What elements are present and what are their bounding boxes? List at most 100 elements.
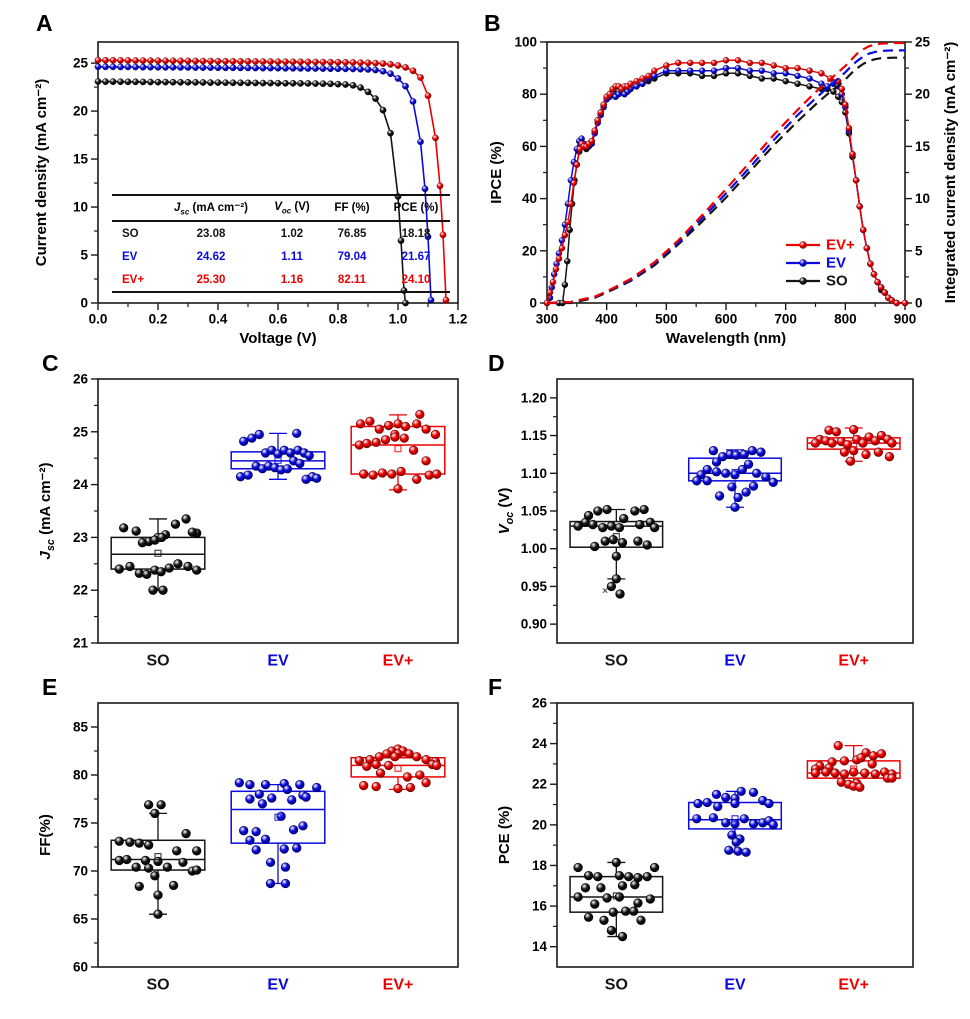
panel-e-label: E xyxy=(42,674,58,700)
svg-text:80: 80 xyxy=(73,768,88,783)
svg-text:0: 0 xyxy=(529,296,537,311)
svg-text:1.2: 1.2 xyxy=(449,312,468,327)
svg-text:Current density (mA cm⁻²): Current density (mA cm⁻²) xyxy=(33,79,50,266)
jv-table-header-pce: PCE (%) xyxy=(393,202,439,214)
svg-text:EV: EV xyxy=(724,652,746,669)
jv-table-header-row: Jsc (mA cm⁻²) Voc (V) FF (%) PCE (%) xyxy=(112,196,450,222)
svg-text:300: 300 xyxy=(536,312,559,327)
svg-text:1.0: 1.0 xyxy=(389,312,408,327)
svg-text:5: 5 xyxy=(80,248,88,263)
panel-b-label: B xyxy=(484,10,501,36)
svg-text:×: × xyxy=(602,586,608,597)
svg-text:EV+: EV+ xyxy=(838,652,869,669)
svg-text:20: 20 xyxy=(915,87,930,102)
svg-text:400: 400 xyxy=(595,312,618,327)
svg-text:EV+: EV+ xyxy=(838,976,869,993)
svg-text:60: 60 xyxy=(73,960,88,975)
jv-table-row-evplus: EV+ 25.30 1.16 82.11 24.10 xyxy=(122,273,431,286)
svg-text:26: 26 xyxy=(73,372,89,387)
panel-c-label: C xyxy=(42,350,59,376)
svg-text:10: 10 xyxy=(915,191,930,206)
svg-text:SO: SO xyxy=(146,652,169,669)
svg-text:25: 25 xyxy=(73,56,89,71)
svg-text:SO: SO xyxy=(605,976,628,993)
svg-text:EV+: EV+ xyxy=(383,976,414,993)
jv-table-header-voc: Voc (V) xyxy=(274,200,310,216)
svg-text:Jsc (mA cm⁻²): Jsc (mA cm⁻²) xyxy=(37,463,57,560)
svg-text:24: 24 xyxy=(73,477,89,492)
svg-text:26: 26 xyxy=(532,696,548,711)
panel-f-label: F xyxy=(488,674,503,700)
svg-text:IPCE (%): IPCE (%) xyxy=(488,141,505,204)
svg-text:1.05: 1.05 xyxy=(521,504,548,519)
svg-text:800: 800 xyxy=(834,312,857,327)
svg-text:0.95: 0.95 xyxy=(521,579,548,594)
svg-text:0.0: 0.0 xyxy=(89,312,108,327)
svg-text:25: 25 xyxy=(73,424,89,439)
svg-text:25: 25 xyxy=(915,35,931,50)
jv-table-row-ev: EV 24.62 1.11 79.04 21.67 xyxy=(122,250,431,263)
svg-text:20: 20 xyxy=(532,817,547,832)
svg-text:85: 85 xyxy=(73,720,89,735)
svg-text:EV: EV xyxy=(267,976,289,993)
svg-text:22: 22 xyxy=(532,777,547,792)
svg-text:10: 10 xyxy=(73,200,88,215)
svg-text:PCE (%): PCE (%) xyxy=(496,806,513,864)
panel-a-label: A xyxy=(36,10,53,36)
svg-text:0.2: 0.2 xyxy=(149,312,168,327)
svg-text:23: 23 xyxy=(73,530,89,545)
svg-text:SO: SO xyxy=(146,976,169,993)
svg-text:0: 0 xyxy=(915,296,923,311)
svg-text:20: 20 xyxy=(73,104,88,119)
svg-text:0.8: 0.8 xyxy=(329,312,348,327)
svg-text:22: 22 xyxy=(73,583,88,598)
jv-parameters-table: Jsc (mA cm⁻²) Voc (V) FF (%) PCE (%) SO … xyxy=(112,194,450,293)
jv-table-header-jsc: Jsc (mA cm⁻²) xyxy=(174,201,248,217)
svg-text:1.20: 1.20 xyxy=(521,390,547,405)
svg-text:100: 100 xyxy=(514,35,537,50)
svg-text:EV+: EV+ xyxy=(383,652,414,669)
svg-text:60: 60 xyxy=(522,139,537,154)
svg-text:15: 15 xyxy=(915,139,931,154)
svg-text:40: 40 xyxy=(522,191,537,206)
svg-text:Voltage (V): Voltage (V) xyxy=(239,330,316,347)
svg-text:75: 75 xyxy=(73,816,89,831)
svg-text:5: 5 xyxy=(915,243,923,258)
svg-text:Voc (V): Voc (V) xyxy=(496,488,516,535)
svg-text:EV+: EV+ xyxy=(826,237,855,254)
svg-text:16: 16 xyxy=(532,899,548,914)
svg-text:1.00: 1.00 xyxy=(521,541,547,556)
svg-text:65: 65 xyxy=(73,912,89,927)
svg-text:14: 14 xyxy=(532,939,548,954)
svg-text:15: 15 xyxy=(73,152,89,167)
svg-text:1.10: 1.10 xyxy=(521,466,547,481)
svg-text:0.90: 0.90 xyxy=(521,617,547,632)
svg-text:SO: SO xyxy=(826,273,848,290)
jv-table-row-so: SO 23.08 1.02 76.85 18.18 xyxy=(122,227,431,240)
svg-text:EV: EV xyxy=(826,255,846,272)
panel-d-label: D xyxy=(488,350,505,376)
svg-text:0: 0 xyxy=(80,296,88,311)
svg-text:70: 70 xyxy=(73,864,88,879)
svg-text:1.15: 1.15 xyxy=(521,428,548,443)
svg-text:EV: EV xyxy=(724,976,746,993)
svg-text:700: 700 xyxy=(774,312,797,327)
svg-text:0.6: 0.6 xyxy=(269,312,288,327)
svg-text:SO: SO xyxy=(605,652,628,669)
svg-text:900: 900 xyxy=(894,312,917,327)
svg-text:20: 20 xyxy=(522,243,537,258)
svg-text:24: 24 xyxy=(532,736,548,751)
svg-text:0.4: 0.4 xyxy=(209,312,228,327)
svg-text:EV: EV xyxy=(267,652,289,669)
svg-text:Integrated current density (mA: Integrated current density (mA cm⁻²) xyxy=(942,42,959,304)
svg-text:18: 18 xyxy=(532,858,548,873)
svg-text:80: 80 xyxy=(522,87,537,102)
svg-text:600: 600 xyxy=(715,312,738,327)
svg-text:500: 500 xyxy=(655,312,678,327)
svg-text:Wavelength (nm): Wavelength (nm) xyxy=(666,330,786,347)
jv-table-header-ff: FF (%) xyxy=(334,202,370,214)
svg-text:21: 21 xyxy=(73,636,89,651)
svg-text:FF(%): FF(%) xyxy=(37,814,54,856)
